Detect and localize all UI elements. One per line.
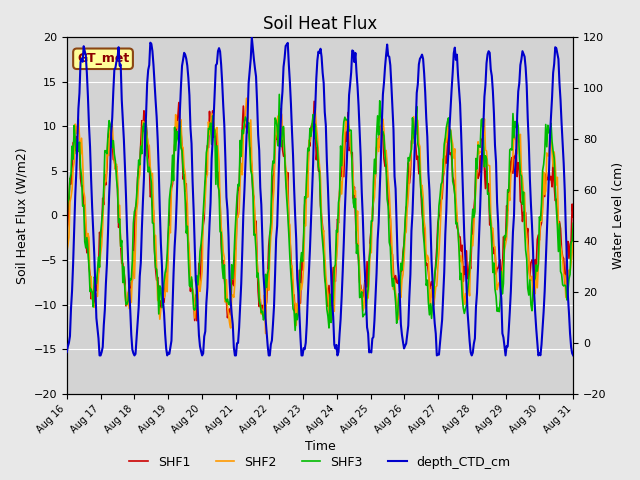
Line: SHF2: SHF2 bbox=[67, 98, 573, 334]
depth_CTD_cm bbox=[63, 349, 70, 355]
SHF2 bbox=[262, 331, 269, 336]
SHF2 bbox=[278, 136, 286, 142]
SHF3 bbox=[278, 144, 285, 150]
Line: SHF3: SHF3 bbox=[67, 95, 573, 330]
X-axis label: Time: Time bbox=[305, 441, 335, 454]
SHF1 bbox=[437, 197, 445, 203]
depth_CTD_cm bbox=[348, 48, 356, 53]
SHF1 bbox=[570, 214, 577, 220]
depth_CTD_cm bbox=[372, 270, 380, 276]
SHF2 bbox=[372, 145, 380, 151]
SHF1 bbox=[348, 150, 356, 156]
SHF3 bbox=[437, 181, 445, 187]
SHF3 bbox=[372, 132, 380, 138]
Y-axis label: Water Level (cm): Water Level (cm) bbox=[612, 162, 625, 269]
SHF1 bbox=[310, 98, 318, 104]
SHF3 bbox=[220, 262, 228, 268]
SHF1 bbox=[63, 228, 70, 234]
Line: depth_CTD_cm: depth_CTD_cm bbox=[67, 37, 573, 355]
depth_CTD_cm bbox=[525, 140, 532, 146]
Title: Soil Heat Flux: Soil Heat Flux bbox=[263, 15, 377, 33]
SHF3 bbox=[275, 92, 283, 97]
SHF2 bbox=[348, 159, 356, 165]
depth_CTD_cm bbox=[221, 156, 229, 161]
SHF1 bbox=[193, 318, 201, 324]
Text: GT_met: GT_met bbox=[77, 52, 129, 65]
SHF2 bbox=[437, 205, 445, 211]
Line: SHF1: SHF1 bbox=[67, 101, 573, 321]
SHF1 bbox=[221, 289, 229, 295]
SHF3 bbox=[63, 221, 70, 227]
depth_CTD_cm bbox=[437, 330, 445, 336]
SHF1 bbox=[278, 111, 285, 117]
depth_CTD_cm bbox=[278, 89, 286, 95]
SHF3 bbox=[525, 292, 532, 298]
SHF2 bbox=[220, 255, 228, 261]
SHF2 bbox=[63, 249, 70, 254]
SHF2 bbox=[243, 96, 250, 101]
SHF1 bbox=[525, 265, 532, 271]
depth_CTD_cm bbox=[96, 352, 104, 358]
SHF1 bbox=[372, 145, 380, 151]
Legend: SHF1, SHF2, SHF3, depth_CTD_cm: SHF1, SHF2, SHF3, depth_CTD_cm bbox=[124, 451, 516, 474]
depth_CTD_cm bbox=[570, 352, 577, 358]
SHF3 bbox=[291, 327, 299, 333]
SHF3 bbox=[348, 173, 356, 179]
depth_CTD_cm bbox=[248, 35, 255, 40]
SHF3 bbox=[570, 220, 577, 226]
SHF2 bbox=[570, 238, 577, 244]
SHF2 bbox=[525, 260, 532, 265]
Y-axis label: Soil Heat Flux (W/m2): Soil Heat Flux (W/m2) bbox=[15, 147, 28, 284]
